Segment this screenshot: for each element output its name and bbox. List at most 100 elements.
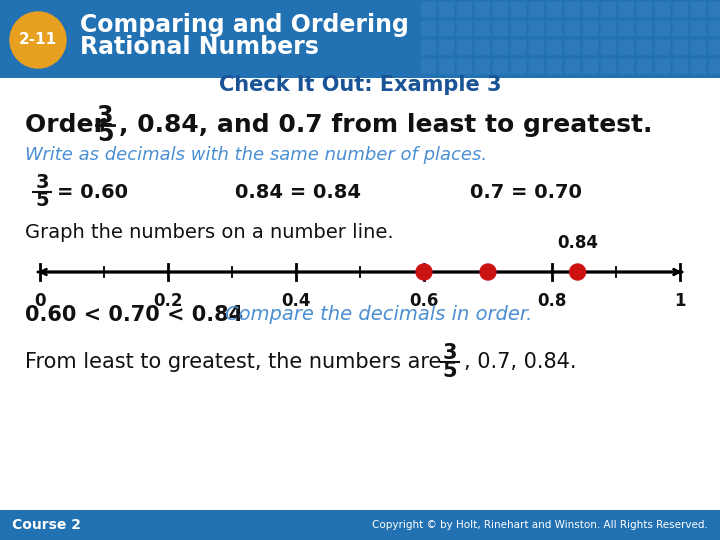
Text: Copyright © by Holt, Rinehart and Winston. All Rights Reserved.: Copyright © by Holt, Rinehart and Winsto… (372, 520, 708, 530)
Bar (654, 39, 670, 55)
Circle shape (570, 264, 585, 280)
Text: Write as decimals with the same number of places.: Write as decimals with the same number o… (25, 146, 487, 164)
Bar (564, 39, 580, 55)
Text: 0.7 = 0.70: 0.7 = 0.70 (470, 183, 582, 201)
Text: Check It Out: Example 3: Check It Out: Example 3 (219, 75, 501, 95)
Bar (672, 20, 688, 36)
Bar (636, 20, 652, 36)
Text: 5: 5 (443, 361, 457, 381)
Text: 2-11: 2-11 (19, 31, 57, 46)
Text: , 0.7, 0.84.: , 0.7, 0.84. (464, 352, 577, 372)
Bar (474, 20, 490, 36)
Text: Graph the numbers on a number line.: Graph the numbers on a number line. (25, 222, 394, 241)
Circle shape (416, 264, 432, 280)
Bar (564, 20, 580, 36)
Bar (582, 39, 598, 55)
Bar (420, 1, 436, 17)
Bar (564, 1, 580, 17)
Bar (582, 58, 598, 74)
Bar (528, 58, 544, 74)
Text: 5: 5 (35, 192, 49, 211)
Bar (546, 20, 562, 36)
Bar (456, 39, 472, 55)
Text: 0.2: 0.2 (153, 292, 183, 310)
Bar (474, 1, 490, 17)
Bar (672, 58, 688, 74)
Bar (546, 1, 562, 17)
Bar (654, 20, 670, 36)
Bar (492, 39, 508, 55)
Bar (636, 58, 652, 74)
Bar (420, 39, 436, 55)
Text: Order: Order (25, 113, 114, 137)
Bar (708, 20, 720, 36)
Bar (492, 58, 508, 74)
Bar (708, 58, 720, 74)
Bar (0, 0, 720, 78)
Bar (600, 58, 616, 74)
Bar (438, 1, 454, 17)
Text: Course 2: Course 2 (12, 518, 81, 532)
Bar (510, 20, 526, 36)
Text: , 0.84, and 0.7 from least to greatest.: , 0.84, and 0.7 from least to greatest. (119, 113, 652, 137)
Bar (528, 39, 544, 55)
Bar (582, 20, 598, 36)
Bar (654, 58, 670, 74)
Text: 0.8: 0.8 (537, 292, 567, 310)
Text: From least to greatest, the numbers are: From least to greatest, the numbers are (25, 352, 441, 372)
Bar (618, 1, 634, 17)
Bar (690, 1, 706, 17)
Bar (420, 20, 436, 36)
Bar (510, 58, 526, 74)
Bar (492, 1, 508, 17)
Text: Rational Numbers: Rational Numbers (80, 35, 319, 59)
Bar (0, 510, 720, 540)
Text: = 0.60: = 0.60 (57, 183, 128, 201)
Text: 3: 3 (443, 343, 457, 363)
Text: 1: 1 (674, 292, 685, 310)
Bar (474, 39, 490, 55)
Bar (672, 1, 688, 17)
Bar (654, 1, 670, 17)
Bar (708, 1, 720, 17)
Bar (438, 58, 454, 74)
Bar (438, 39, 454, 55)
Text: 3: 3 (96, 104, 113, 128)
Bar (546, 39, 562, 55)
Bar (618, 20, 634, 36)
Bar (510, 1, 526, 17)
Bar (582, 1, 598, 17)
Bar (636, 1, 652, 17)
Text: 0.60 < 0.70 < 0.84: 0.60 < 0.70 < 0.84 (25, 305, 243, 325)
Text: Compare the decimals in order.: Compare the decimals in order. (225, 306, 532, 325)
Bar (510, 39, 526, 55)
Bar (420, 58, 436, 74)
Bar (618, 39, 634, 55)
Bar (600, 20, 616, 36)
Bar (438, 20, 454, 36)
Text: 5: 5 (96, 122, 113, 146)
Text: 3: 3 (35, 173, 49, 192)
Bar (474, 58, 490, 74)
Text: 0.6: 0.6 (409, 292, 438, 310)
Bar (708, 39, 720, 55)
Bar (564, 58, 580, 74)
Bar (456, 20, 472, 36)
Bar (456, 1, 472, 17)
Text: Comparing and Ordering: Comparing and Ordering (80, 13, 409, 37)
Bar (546, 58, 562, 74)
Bar (636, 39, 652, 55)
Bar (492, 20, 508, 36)
Text: 0: 0 (35, 292, 46, 310)
Text: 0.84: 0.84 (557, 234, 598, 252)
Text: 0.4: 0.4 (282, 292, 311, 310)
Bar (690, 20, 706, 36)
Bar (528, 20, 544, 36)
Circle shape (480, 264, 496, 280)
Bar (672, 39, 688, 55)
Bar (618, 58, 634, 74)
Bar (456, 58, 472, 74)
Bar (600, 1, 616, 17)
Bar (690, 39, 706, 55)
Bar (600, 39, 616, 55)
